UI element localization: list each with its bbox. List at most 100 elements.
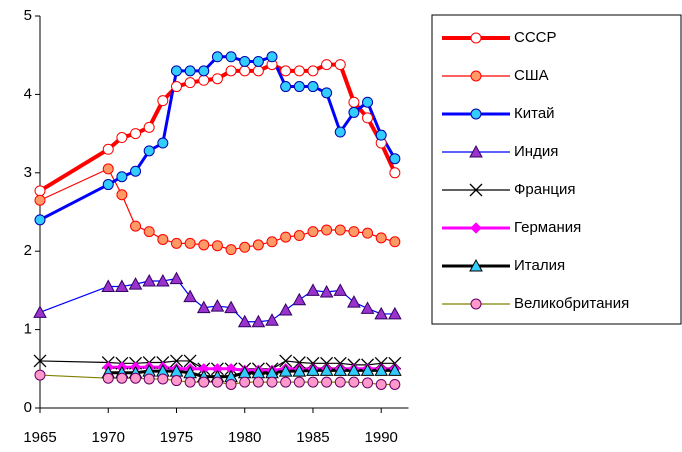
marker xyxy=(102,372,114,384)
legend-label: США xyxy=(514,67,549,84)
marker xyxy=(157,95,169,107)
x-tick-label: 1975 xyxy=(160,429,193,446)
marker xyxy=(321,376,333,388)
marker xyxy=(388,306,402,320)
marker xyxy=(130,128,142,140)
marker xyxy=(225,51,237,63)
marker xyxy=(252,376,264,388)
marker xyxy=(157,137,169,149)
marker xyxy=(198,74,210,86)
marker xyxy=(116,372,128,384)
marker xyxy=(128,277,143,290)
marker xyxy=(362,112,374,124)
marker xyxy=(102,143,114,155)
marker xyxy=(307,81,319,93)
marker xyxy=(307,226,319,238)
legend-label: Италия xyxy=(514,257,565,274)
marker xyxy=(334,59,346,71)
marker xyxy=(184,65,196,77)
marker xyxy=(184,77,196,89)
x-tick-label: 1965 xyxy=(23,429,56,446)
marker xyxy=(374,363,389,376)
x-tick-label: 1985 xyxy=(296,429,329,446)
marker xyxy=(183,354,197,368)
marker xyxy=(280,231,292,243)
legend-marker xyxy=(469,258,483,272)
marker xyxy=(293,65,305,77)
marker xyxy=(334,376,346,388)
marker xyxy=(211,51,223,63)
marker xyxy=(169,271,184,285)
marker xyxy=(183,289,197,303)
marker xyxy=(33,354,47,368)
marker xyxy=(321,87,333,99)
marker xyxy=(348,376,360,388)
legend-box xyxy=(431,14,682,325)
legend-label: Германия xyxy=(514,219,581,236)
marker xyxy=(280,376,292,388)
marker xyxy=(360,363,375,376)
marker xyxy=(252,65,264,77)
marker xyxy=(116,189,128,201)
marker xyxy=(33,305,47,318)
marker xyxy=(293,81,305,93)
marker xyxy=(321,59,333,71)
marker xyxy=(34,194,46,206)
marker xyxy=(348,226,360,238)
legend-marker xyxy=(470,298,482,310)
x-tick-label: 1990 xyxy=(365,429,398,446)
marker xyxy=(360,301,375,314)
marker xyxy=(348,96,360,108)
marker xyxy=(292,364,307,377)
marker xyxy=(184,237,196,249)
marker xyxy=(375,232,387,244)
marker xyxy=(115,279,129,292)
marker xyxy=(211,73,223,85)
marker xyxy=(348,106,360,118)
marker xyxy=(252,239,264,251)
marker xyxy=(157,233,169,245)
marker xyxy=(116,132,128,144)
marker xyxy=(155,273,170,287)
marker xyxy=(130,220,142,232)
series-line xyxy=(108,365,395,372)
marker xyxy=(34,214,46,226)
marker xyxy=(306,283,320,296)
y-tick-label: 1 xyxy=(24,321,32,338)
marker xyxy=(211,376,223,388)
legend-marker xyxy=(469,144,483,158)
marker xyxy=(198,239,210,251)
marker xyxy=(362,377,374,389)
marker xyxy=(347,295,361,308)
y-tick-label: 2 xyxy=(24,242,32,259)
marker xyxy=(211,240,223,252)
marker xyxy=(362,227,374,239)
marker xyxy=(34,369,46,381)
marker xyxy=(293,376,305,388)
marker xyxy=(239,65,251,77)
marker xyxy=(196,300,211,314)
marker xyxy=(389,378,401,390)
marker xyxy=(239,376,251,388)
marker xyxy=(101,279,116,292)
marker xyxy=(388,363,402,376)
marker xyxy=(143,226,155,238)
marker xyxy=(184,376,196,388)
marker xyxy=(102,179,114,191)
legend-label: Великобритания xyxy=(514,295,629,312)
marker xyxy=(279,354,293,368)
marker xyxy=(265,313,279,326)
marker xyxy=(334,224,346,236)
marker xyxy=(321,224,333,236)
marker xyxy=(225,378,237,390)
marker xyxy=(319,363,334,376)
marker xyxy=(237,314,252,328)
legend-label: Франция xyxy=(514,181,575,198)
marker xyxy=(252,55,264,67)
y-tick-label: 4 xyxy=(24,85,32,102)
marker xyxy=(362,96,374,108)
marker xyxy=(389,167,401,179)
marker xyxy=(293,230,305,242)
marker xyxy=(307,376,319,388)
